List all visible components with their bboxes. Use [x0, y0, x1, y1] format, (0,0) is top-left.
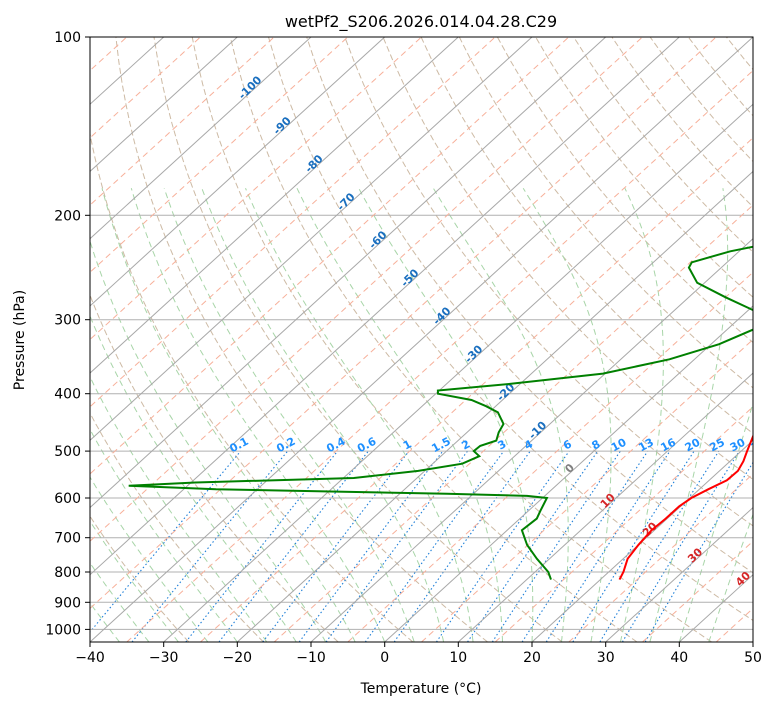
mixing-ratio-line	[185, 450, 339, 642]
y-tick-label: 700	[54, 531, 81, 547]
dry-adiabat	[458, 37, 753, 389]
mixing-ratio-line	[298, 450, 444, 642]
moist-adiabat	[619, 187, 664, 642]
isotherm	[90, 37, 386, 307]
mixing-ratio-line	[262, 450, 410, 642]
mixing-ratio-label: 20	[683, 436, 703, 455]
x-tick-label: −10	[296, 650, 326, 666]
moist-adiabat	[522, 187, 612, 642]
x-axis: −40 −30 −20 −10 0 10 20 30 40 50	[75, 642, 762, 666]
mixing-ratio-line	[325, 450, 468, 642]
mixing-ratio-label: 30	[728, 436, 748, 455]
moist-adiabat	[90, 239, 327, 642]
isotherm	[90, 37, 680, 576]
moist-adiabat	[90, 476, 209, 642]
isotherm	[90, 37, 459, 374]
mixing-ratio-label: 10	[609, 436, 629, 455]
y-tick-label: 300	[54, 313, 81, 329]
dry-adiabat	[535, 37, 753, 298]
moist-adiabats	[90, 187, 753, 642]
x-tick-label: −30	[149, 650, 179, 666]
isobar-gridlines	[90, 37, 753, 630]
mixing-ratio-line	[545, 450, 671, 642]
dry-adiabat	[306, 37, 753, 574]
mixing-ratio-line	[572, 450, 695, 642]
mixing-ratio-line	[491, 450, 621, 642]
dry-adiabat	[268, 37, 753, 622]
dry-adiabat	[496, 37, 753, 344]
x-tick-label: 0	[380, 650, 389, 666]
mixing-ratio-label: 13	[636, 436, 656, 455]
dry-adiabats	[90, 37, 753, 642]
mixing-ratio-line	[435, 450, 570, 642]
moist-adiabat	[678, 401, 753, 642]
x-tick-label: 40	[670, 650, 688, 666]
dry-adiabat	[90, 293, 339, 642]
x-tick-label: −20	[223, 650, 253, 666]
isotherm	[90, 37, 753, 642]
chart-title: wetPf2_S206.2026.014.04.28.C29	[285, 12, 557, 32]
y-tick-label: 500	[54, 444, 81, 460]
isotherm	[605, 506, 753, 642]
dry-adiabat	[90, 515, 190, 642]
moist-adiabat	[90, 314, 297, 642]
mixing-ratio-line	[131, 450, 289, 642]
y-tick-label: 800	[54, 565, 81, 581]
isotherm-gridlines	[90, 37, 753, 642]
plot-area: -100-90-80-70-60-50-40-30-20-10010203040…	[90, 37, 769, 642]
mixing-ratio-line	[90, 450, 242, 633]
isotherm	[310, 237, 753, 642]
y-axis: 100 200 300 400 500 600 700 800 900 1000	[45, 30, 90, 638]
moist-adiabat	[296, 187, 503, 642]
isotherm	[90, 37, 533, 442]
mixing-ratio-label: 16	[658, 436, 678, 455]
isotherm	[90, 37, 312, 240]
dewpoint-line	[128, 245, 753, 580]
moist-adiabat	[90, 375, 268, 642]
x-tick-label: −40	[75, 650, 105, 666]
dry-adiabat	[191, 37, 638, 642]
y-tick-label: 100	[54, 30, 81, 46]
isotherm	[90, 37, 607, 509]
x-tick-label: 20	[523, 650, 541, 666]
dry-adiabat	[115, 37, 488, 642]
isotherm	[457, 372, 753, 642]
mixing-ratio-line	[521, 450, 649, 642]
x-tick-label: 10	[449, 650, 467, 666]
x-axis-label: Temperature (°C)	[360, 681, 482, 697]
moist-adiabat	[130, 188, 386, 642]
moist-adiabat	[649, 188, 729, 642]
moist-adiabat	[163, 188, 415, 642]
isotherm	[236, 170, 753, 642]
mixing-ratio-line	[364, 450, 505, 642]
dry-adiabat	[90, 412, 264, 642]
y-tick-label: 200	[54, 208, 81, 224]
isotherm	[384, 305, 753, 642]
mixing-ratio-label: 25	[707, 436, 727, 455]
y-tick-label: 900	[54, 595, 81, 611]
y-axis-label: Pressure (hPa)	[12, 290, 28, 390]
x-tick-label: 50	[744, 650, 762, 666]
mixing-ratio-line	[467, 450, 599, 642]
moist-adiabat	[245, 188, 474, 642]
y-tick-label: 600	[54, 491, 81, 507]
isotherm	[163, 103, 753, 642]
x-tick-label: 30	[597, 650, 615, 666]
mixing-ratio-label: 36	[749, 436, 769, 455]
moist-adiabat	[101, 188, 356, 642]
mixing-ratio-line	[621, 450, 740, 642]
temperature-line	[618, 434, 753, 581]
plot-frame	[89, 36, 754, 643]
y-tick-label: 1000	[45, 622, 81, 638]
isotherm	[90, 37, 238, 173]
y-tick-label: 400	[54, 387, 81, 403]
dry-adiabat	[153, 37, 563, 642]
moist-adiabat	[90, 428, 238, 642]
